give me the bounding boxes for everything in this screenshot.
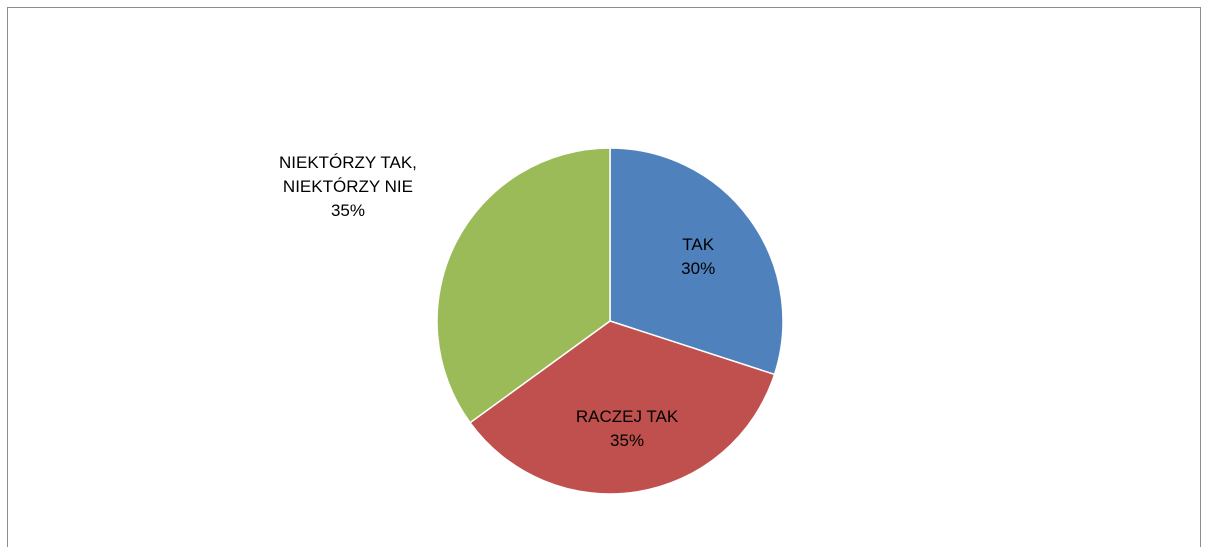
- data-label: TAK 30%: [638, 233, 758, 281]
- slice-label: NIEKTÓRZY TAK, NIEKTÓRZY NIE: [278, 153, 417, 197]
- pie-slice: [436, 147, 611, 424]
- slice-label: TAK: [682, 234, 715, 254]
- data-label: NIEKTÓRZY TAK, NIEKTÓRZY NIE 35%: [248, 151, 448, 223]
- pie-slice: [609, 147, 784, 376]
- slice-value: 30%: [681, 258, 716, 278]
- slice-value: 35%: [610, 430, 645, 450]
- slice-label: RACZEJ TAK: [575, 406, 679, 426]
- slice-value: 35%: [330, 201, 365, 221]
- pie-slice: [468, 320, 776, 495]
- data-label: RACZEJ TAK 35%: [547, 405, 707, 453]
